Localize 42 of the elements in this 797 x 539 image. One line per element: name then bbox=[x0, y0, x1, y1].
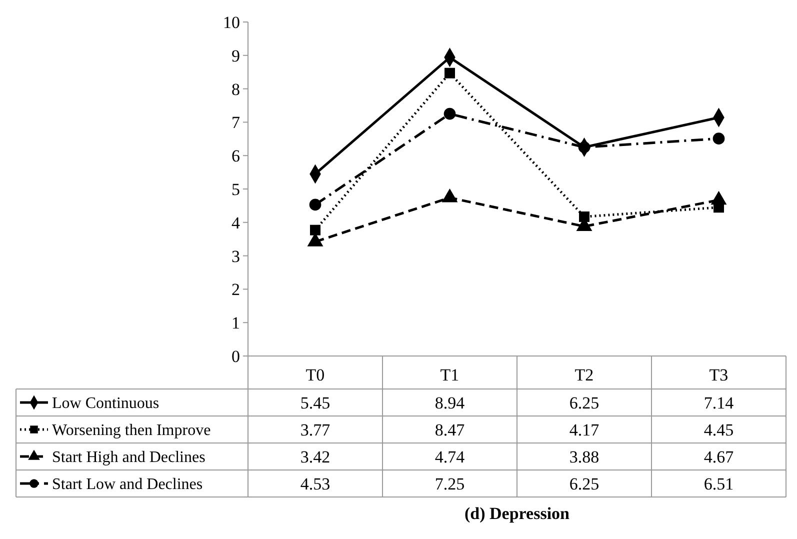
point bbox=[309, 198, 322, 211]
data-label: 5.45 bbox=[300, 393, 330, 412]
y-tick-label: 10 bbox=[223, 12, 240, 32]
y-tick-label: 4 bbox=[232, 213, 240, 232]
legend-label: Start High and Declines bbox=[52, 449, 206, 466]
point bbox=[712, 132, 725, 144]
data-label: 3.42 bbox=[300, 447, 330, 466]
point bbox=[310, 224, 320, 236]
y-tick-label: 5 bbox=[232, 180, 240, 199]
data-label: 6.51 bbox=[704, 474, 734, 494]
data-label: 4.17 bbox=[569, 420, 600, 440]
data-label: 8.94 bbox=[434, 393, 466, 412]
point bbox=[578, 141, 590, 154]
y-tick-label: 1 bbox=[232, 314, 240, 333]
data-label: 7.14 bbox=[704, 393, 734, 412]
data-label: 8.47 bbox=[434, 420, 466, 440]
data-label: 4.74 bbox=[434, 447, 466, 466]
data-label: 4.45 bbox=[704, 420, 734, 440]
legend-label: Start Low and Declines bbox=[52, 476, 203, 494]
y-tick-label: 3 bbox=[232, 246, 240, 266]
y-tick-label: 8 bbox=[232, 80, 240, 99]
point bbox=[444, 68, 455, 78]
data-label: 6.25 bbox=[569, 393, 600, 412]
y-tick-label: 2 bbox=[232, 280, 240, 300]
x-tick-label: T1 bbox=[440, 365, 460, 384]
y-tick-label: 7 bbox=[232, 113, 240, 132]
x-tick-label: T3 bbox=[709, 365, 728, 384]
x-tick-label: T0 bbox=[306, 365, 325, 384]
y-tick-label: 9 bbox=[232, 46, 240, 66]
data-label: 3.88 bbox=[569, 447, 600, 466]
data-label: 3.77 bbox=[300, 420, 331, 440]
text: (d) Depression bbox=[464, 504, 570, 523]
point bbox=[444, 108, 456, 120]
y-tick-label: 0 bbox=[232, 346, 240, 366]
data-label: 4.67 bbox=[704, 447, 734, 466]
legend-label: Low Continuous bbox=[52, 395, 160, 412]
x-tick-label: T2 bbox=[574, 365, 594, 384]
data-label: 7.25 bbox=[434, 474, 465, 494]
legend-label: Worsening then Improve bbox=[52, 422, 211, 440]
data-label: 6.25 bbox=[569, 474, 600, 494]
data-label: 4.53 bbox=[300, 474, 330, 494]
y-tick-label: 6 bbox=[232, 146, 240, 166]
